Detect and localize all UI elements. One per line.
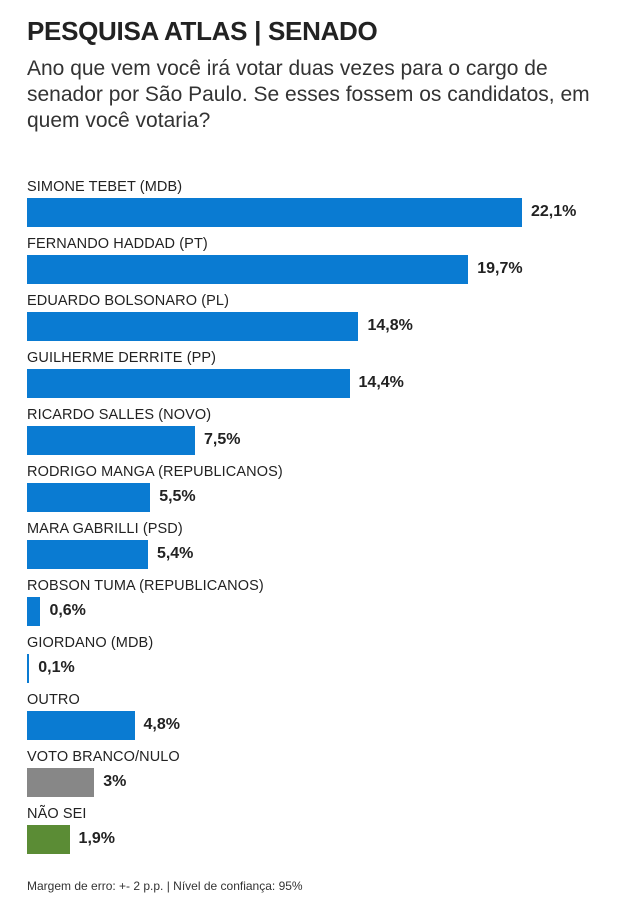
bar-group: NÃO SEI 1,9%: [27, 806, 627, 856]
bar-group: FERNANDO HADDAD (PT) 19,7%: [27, 236, 627, 286]
bar-label: ROBSON TUMA (REPUBLICANOS): [27, 578, 264, 594]
bar-group: EDUARDO BOLSONARO (PL) 14,8%: [27, 293, 627, 343]
bar-label: SIMONE TEBET (MDB): [27, 179, 183, 195]
bar-value-label: 22,1%: [531, 203, 577, 220]
bar-group: RICARDO SALLES (NOVO) 7,5%: [27, 407, 627, 457]
bar-label: OUTRO: [27, 692, 80, 708]
bar-value-label: 0,1%: [38, 659, 75, 676]
bar-group: ROBSON TUMA (REPUBLICANOS) 0,6%: [27, 578, 627, 628]
footnote: Margem de erro: +- 2 p.p. | Nível de con…: [27, 879, 303, 893]
bar-label: GUILHERME DERRITE (PP): [27, 350, 217, 366]
chart-subtitle: Ano que vem você irá votar duas vezes pa…: [27, 57, 590, 132]
bar: [27, 597, 41, 626]
bar-label: NÃO SEI: [27, 806, 87, 822]
bar-value-label: 14,8%: [367, 317, 413, 334]
bar-label: RODRIGO MANGA (REPUBLICANOS): [27, 464, 283, 480]
bar-label: VOTO BRANCO/NULO: [27, 749, 180, 765]
bar: [27, 483, 151, 512]
bar-group: OUTRO 4,8%: [27, 692, 627, 742]
bar: [27, 540, 148, 569]
bar: [27, 825, 70, 854]
bar: [27, 198, 522, 227]
chart-title: PESQUISA ATLAS | SENADO: [27, 16, 378, 46]
bar-group: RODRIGO MANGA (REPUBLICANOS) 5,5%: [27, 464, 627, 514]
bar-label: MARA GABRILLI (PSD): [27, 521, 183, 537]
bar-label: EDUARDO BOLSONARO (PL): [27, 293, 230, 309]
bar-value-label: 5,4%: [156, 545, 194, 562]
bar-value-label: 5,5%: [159, 488, 196, 505]
bar-group: SIMONE TEBET (MDB) 22,1%: [27, 179, 627, 229]
bar-group: MARA GABRILLI (PSD) 5,4%: [27, 521, 627, 571]
bar-value-label: 14,4%: [358, 374, 404, 391]
bar: [27, 369, 350, 398]
bar-value-label: 3%: [103, 773, 127, 790]
bar-group: VOTO BRANCO/NULO 3%: [27, 749, 627, 799]
bar-group: GIORDANO (MDB) 0,1%: [27, 635, 627, 685]
bar-value-label: 4,8%: [143, 716, 180, 733]
bar: [27, 654, 30, 683]
bar-value-label: 0,6%: [49, 602, 86, 619]
bar: [27, 312, 359, 341]
bar-value-label: 19,7%: [477, 260, 523, 277]
bar-group: GUILHERME DERRITE (PP) 14,4%: [27, 350, 627, 400]
bar: [27, 711, 135, 740]
bar-label: RICARDO SALLES (NOVO): [27, 407, 212, 423]
bar-label: GIORDANO (MDB): [27, 635, 154, 651]
bar-label: FERNANDO HADDAD (PT): [27, 236, 208, 252]
bar: [27, 426, 195, 455]
bar-value-label: 7,5%: [203, 431, 241, 448]
bar: [27, 255, 469, 284]
bar-value-label: 1,9%: [78, 830, 116, 847]
bar: [27, 768, 95, 797]
